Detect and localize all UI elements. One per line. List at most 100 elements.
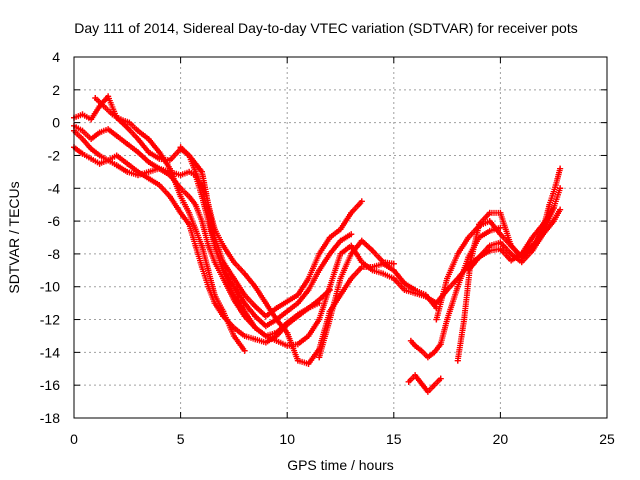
data-point xyxy=(284,321,291,328)
data-point xyxy=(100,103,107,110)
data-point xyxy=(348,209,355,216)
data-point xyxy=(380,270,387,277)
y-tick-label: -8 xyxy=(48,246,61,262)
data-point xyxy=(550,218,557,225)
data-point xyxy=(252,313,259,320)
data-point xyxy=(186,168,193,175)
data-point xyxy=(348,231,355,238)
data-point xyxy=(241,291,248,298)
data-point xyxy=(294,300,301,307)
data-point xyxy=(390,267,397,274)
data-point xyxy=(418,380,425,387)
data-point xyxy=(431,382,438,389)
data-point xyxy=(316,300,323,307)
data-point xyxy=(198,218,205,225)
data-point xyxy=(508,250,515,257)
data-point xyxy=(358,198,365,205)
data-point xyxy=(316,267,323,274)
data-point xyxy=(273,316,280,323)
data-point xyxy=(124,141,131,147)
data-point xyxy=(284,298,291,305)
data-point xyxy=(262,313,269,320)
data-point xyxy=(405,378,412,385)
data-point xyxy=(211,291,218,298)
data-point xyxy=(337,291,344,298)
data-point xyxy=(305,305,312,312)
data-point xyxy=(284,329,291,336)
data-point xyxy=(79,111,86,118)
data-point xyxy=(546,201,553,208)
data-point xyxy=(337,275,344,282)
data-point xyxy=(211,226,218,233)
data-point xyxy=(326,316,333,323)
data-point xyxy=(124,124,131,131)
data-point xyxy=(220,267,227,274)
x-tick-label: 10 xyxy=(279,431,295,447)
data-point xyxy=(358,264,365,270)
data-point xyxy=(230,333,237,339)
data-point xyxy=(186,152,193,159)
data-point xyxy=(337,237,344,244)
data-point xyxy=(220,308,227,315)
data-point xyxy=(465,234,472,241)
data-point xyxy=(135,127,141,134)
data-point xyxy=(205,267,212,274)
data-point xyxy=(557,165,564,172)
data-point xyxy=(461,316,468,323)
data-point xyxy=(252,303,259,310)
data-point xyxy=(79,127,86,134)
data-point xyxy=(424,354,431,361)
data-series xyxy=(405,372,444,395)
data-point xyxy=(476,254,483,261)
data-point xyxy=(486,242,493,249)
data-point xyxy=(220,242,227,249)
data-point xyxy=(412,372,419,379)
data-point xyxy=(177,209,184,216)
data-point xyxy=(262,333,269,339)
data-point xyxy=(124,160,131,167)
data-point xyxy=(390,275,397,282)
y-tick-label: -14 xyxy=(40,344,60,360)
data-series xyxy=(71,144,323,346)
data-point xyxy=(166,165,173,172)
data-point xyxy=(454,357,461,364)
data-point xyxy=(135,149,141,156)
series-markers xyxy=(405,372,444,395)
data-point xyxy=(262,323,269,330)
data-point xyxy=(177,193,184,200)
data-point xyxy=(476,221,483,228)
data-point xyxy=(96,152,103,159)
data-point xyxy=(88,136,95,142)
data-point xyxy=(294,341,301,348)
data-point xyxy=(192,226,199,233)
data-point xyxy=(156,149,163,156)
data-point xyxy=(262,300,269,307)
data-point xyxy=(96,160,103,167)
data-point xyxy=(407,337,414,344)
data-point xyxy=(113,162,120,169)
data-point xyxy=(198,185,205,192)
data-point xyxy=(497,209,504,216)
data-point xyxy=(192,168,199,175)
data-point xyxy=(486,218,493,225)
data-point xyxy=(305,333,312,339)
data-point xyxy=(113,132,120,139)
data-point xyxy=(418,347,425,354)
data-point xyxy=(252,283,259,290)
data-point xyxy=(126,119,133,126)
data-point xyxy=(241,347,248,354)
data-point xyxy=(105,157,112,164)
chart-title: Day 111 of 2014, Sidereal Day-to-day VTE… xyxy=(74,20,577,36)
y-tick-label: 0 xyxy=(52,115,60,131)
data-point xyxy=(444,316,451,323)
data-point xyxy=(294,357,301,364)
data-point xyxy=(205,242,212,249)
data-point xyxy=(337,250,344,257)
data-point xyxy=(326,234,333,241)
data-point xyxy=(186,193,193,200)
y-tick-label: -16 xyxy=(40,377,60,393)
data-point xyxy=(550,205,557,211)
data-point xyxy=(198,264,205,270)
